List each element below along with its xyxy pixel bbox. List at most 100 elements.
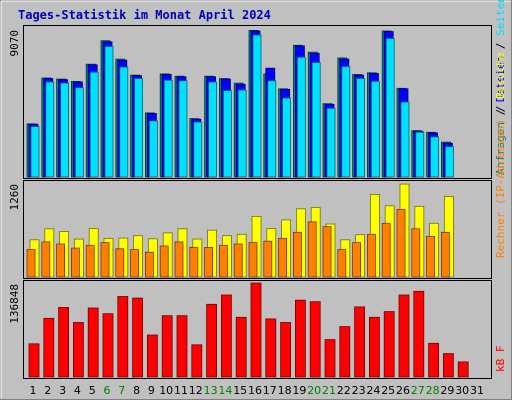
x-tick-day-16: 16	[248, 384, 262, 397]
bar-dateien-hell--day-22	[341, 66, 351, 178]
bar-kb-f-day-2	[43, 317, 55, 378]
bar-ip-adressen-day-15	[233, 243, 243, 278]
bar-dateien-hell--day-11	[178, 80, 188, 178]
x-tick-day-30: 30	[455, 384, 469, 397]
legend-top-part-3: /	[494, 36, 507, 56]
x-tick-day-13: 13	[204, 384, 218, 397]
bar-kb-f-day-8	[132, 297, 144, 378]
bar-ip-adressen-day-20	[307, 221, 317, 278]
bar-kb-f-day-22	[339, 326, 351, 378]
bar-kb-f-day-27	[413, 290, 425, 378]
bar-kb-f-day-23	[354, 306, 366, 378]
legend-middle-part-2: /	[494, 99, 507, 119]
bar-kb-f-day-17	[265, 318, 277, 378]
bar-dateien-hell--day-19	[296, 56, 306, 178]
bar-ip-adressen-day-25	[381, 222, 391, 278]
x-tick-day-23: 23	[352, 384, 366, 397]
bar-dateien-hell--day-7	[119, 66, 129, 178]
bar-ip-adressen-day-6	[100, 242, 110, 278]
bars-top-panel	[26, 29, 454, 178]
bar-kb-f-day-5	[87, 307, 99, 378]
x-tick-day-26: 26	[396, 384, 410, 397]
x-tick-day-24: 24	[366, 384, 380, 397]
x-tick-day-9: 9	[148, 384, 155, 397]
legend-top-part-2: Dateien	[494, 56, 507, 102]
bar-ip-adressen-day-16	[248, 242, 258, 278]
legend-middle-part-1: (IP-Adressen)	[494, 119, 507, 212]
bar-kb-f-day-16	[250, 282, 262, 378]
x-tick-day-19: 19	[292, 384, 306, 397]
bar-ip-adressen-day-9	[144, 251, 154, 278]
legend-top-part-1: /	[494, 102, 507, 122]
x-tick-day-8: 8	[133, 384, 140, 397]
bar-ip-adressen-day-26	[396, 209, 406, 278]
bars-bottom-panel	[28, 282, 469, 378]
bar-kb-f-day-6	[102, 313, 114, 378]
x-tick-day-1: 1	[30, 384, 37, 397]
x-tick-day-20: 20	[307, 384, 321, 397]
bar-kb-f-day-21	[324, 339, 336, 378]
bar-kb-f-day-1	[28, 343, 40, 378]
bar-dateien-hell--day-10	[163, 79, 173, 178]
bar-ip-adressen-day-22	[337, 249, 347, 278]
x-tick-day-2: 2	[44, 384, 51, 397]
bar-kb-f-day-3	[58, 306, 69, 378]
bar-dateien-hell--day-4	[75, 87, 84, 178]
bars-middle-panel	[26, 183, 454, 278]
bar-dateien-hell--day-12	[193, 121, 203, 178]
bar-dateien-hell--day-14	[222, 90, 232, 178]
bar-dateien-hell--day-25	[385, 38, 395, 178]
bar-ip-adressen-day-7	[115, 248, 125, 278]
x-tick-day-12: 12	[189, 384, 203, 397]
x-tick-day-29: 29	[440, 384, 454, 397]
bar-dateien-hell--day-17	[267, 80, 277, 178]
bar-dateien-hell--day-29	[444, 146, 454, 178]
bar-kb-f-day-19	[294, 299, 306, 378]
bar-ip-adressen-day-21	[322, 226, 332, 278]
bar-ip-adressen-day-28	[426, 235, 436, 278]
bar-kb-f-day-30	[457, 361, 469, 378]
bar-dateien-hell--day-3	[60, 82, 69, 178]
bar-dateien-hell--day-18	[282, 97, 292, 178]
bar-dateien-hell--day-20	[311, 62, 321, 178]
bar-ip-adressen-day-12	[189, 246, 199, 278]
bar-ip-adressen-day-27	[411, 228, 421, 278]
bar-ip-adressen-day-24	[366, 233, 376, 278]
x-tick-day-10: 10	[159, 384, 173, 397]
x-tick-day-5: 5	[89, 384, 96, 397]
bar-dateien-hell--day-27	[415, 131, 425, 178]
legend-top-part-4: Seiten	[494, 0, 507, 36]
bar-kb-f-day-26	[398, 294, 410, 378]
bar-kb-f-day-18	[280, 322, 292, 378]
x-tick-day-28: 28	[426, 384, 440, 397]
bar-dateien-hell--day-8	[134, 78, 144, 178]
ymax-label-top: 9070	[8, 30, 21, 57]
bar-kb-f-day-10	[161, 315, 173, 378]
bar-kb-f-day-4	[73, 322, 84, 378]
x-tick-day-22: 22	[337, 384, 351, 397]
legend-bottom-part-0: kB F	[494, 346, 507, 373]
bar-ip-adressen-day-13	[204, 246, 214, 278]
bar-ip-adressen-day-23	[352, 242, 362, 278]
bar-dateien-hell--day-15	[237, 89, 247, 178]
bar-kb-f-day-29	[442, 353, 454, 378]
x-tick-day-27: 27	[411, 384, 425, 397]
bar-dateien-hell--day-24	[370, 81, 380, 178]
x-tick-day-18: 18	[278, 384, 292, 397]
x-tick-day-25: 25	[381, 384, 395, 397]
x-tick-day-31: 31	[470, 384, 484, 397]
bar-kb-f-day-12	[191, 344, 203, 378]
legend-top: Anfragen / Dateien / Seiten	[494, 0, 507, 175]
bar-dateien-hell--day-13	[208, 81, 218, 178]
bar-ip-adressen-day-14	[218, 244, 228, 278]
ymax-label-middle: 1260	[8, 184, 21, 211]
bar-ip-adressen-day-18	[278, 237, 288, 278]
bar-ip-adressen-day-17	[263, 240, 273, 278]
x-tick-day-14: 14	[218, 384, 232, 397]
bar-dateien-hell--day-28	[430, 136, 440, 178]
bar-dateien-hell--day-16	[252, 34, 262, 178]
x-tick-day-17: 17	[263, 384, 277, 397]
bar-kb-f-day-9	[146, 334, 158, 378]
